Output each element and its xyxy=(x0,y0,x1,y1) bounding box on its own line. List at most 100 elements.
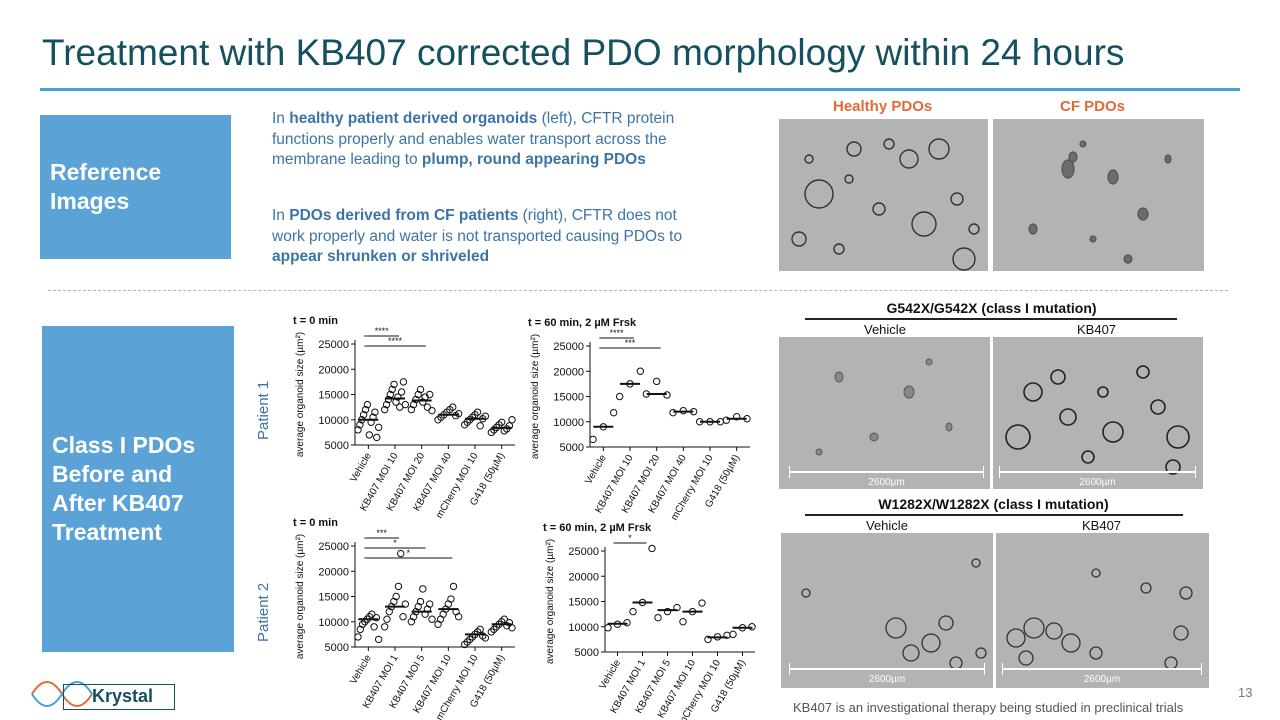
data-point xyxy=(426,390,434,399)
y-tick-label: 25000 xyxy=(318,339,349,351)
y-axis-label: average organoid size (µm²) xyxy=(295,534,306,659)
data-point xyxy=(390,380,398,389)
data-point xyxy=(447,595,455,603)
data-point xyxy=(372,614,381,622)
data-point xyxy=(388,385,396,394)
data-point xyxy=(428,406,436,415)
data-point xyxy=(384,395,393,404)
data-point xyxy=(449,403,457,411)
y-tick-label: 5000 xyxy=(560,442,584,454)
data-point xyxy=(652,377,661,386)
data-point xyxy=(460,421,469,429)
healthy-paragraph: In healthy patient derived organoids (le… xyxy=(272,109,692,171)
data-point xyxy=(401,400,410,409)
healthy-pdos-label: Healthy PDOs xyxy=(833,98,933,115)
y-tick-label: 10000 xyxy=(318,617,349,629)
data-point xyxy=(722,416,731,424)
data-point xyxy=(380,405,389,414)
w1282x-kb407-image xyxy=(996,533,1209,688)
chart-patient2-t60: t = 60 min, 2 µM Frsk average organoid si… xyxy=(543,522,756,720)
y-tick-label: 25000 xyxy=(318,541,349,553)
title-underline xyxy=(40,88,1240,91)
para1-text-c: (left), CFTR protein functions properly … xyxy=(272,110,675,168)
y-axis-label: average organoid size (µm²) xyxy=(545,539,556,664)
y-axis-label: average organoid size (µm²) xyxy=(295,332,306,457)
para1-bold-d: plump, round appearing PDOs xyxy=(421,151,646,168)
data-point xyxy=(669,408,677,417)
class-i-box: Class I PDOs Before and After KB407 Trea… xyxy=(42,326,234,652)
x-tick-label: Vehicle xyxy=(348,451,374,485)
data-point xyxy=(397,388,406,396)
para2-text-c: (right), CFTR does not work properly and… xyxy=(272,207,683,245)
g542x-rule xyxy=(805,318,1177,320)
data-point xyxy=(663,391,671,399)
healthy-pdo-image xyxy=(779,119,988,271)
page-number: 13 xyxy=(1238,685,1253,700)
data-point xyxy=(460,640,469,649)
g542x-kb407-label: KB407 xyxy=(1077,322,1117,337)
cf-paragraph: In PDOs derived from CF patients (right)… xyxy=(272,206,692,268)
x-tick-label: Vehicle xyxy=(348,653,374,687)
data-point xyxy=(374,423,383,432)
data-point xyxy=(374,635,383,644)
data-point xyxy=(365,431,373,439)
data-point xyxy=(454,613,463,621)
g542x-vehicle-image xyxy=(779,337,990,489)
data-point xyxy=(500,615,508,623)
data-point xyxy=(466,635,474,644)
g542x-vehicle-label: Vehicle xyxy=(864,322,906,337)
data-point xyxy=(729,630,737,639)
y-tick-label: 20000 xyxy=(568,571,599,583)
significance-label: * xyxy=(407,548,411,558)
reference-images-box: Reference Images xyxy=(40,115,231,259)
y-tick-label: 5000 xyxy=(325,440,349,452)
data-point xyxy=(356,421,364,429)
reference-images-label: Reference Images xyxy=(50,159,162,214)
g542x-scalebar-right xyxy=(999,466,1196,478)
y-tick-label: 15000 xyxy=(568,597,599,609)
cf-pdos-label: CF PDOs xyxy=(1060,98,1126,115)
chart-patient1-t0: t = 0 min average organoid size (µm²) 5000… xyxy=(293,315,516,521)
chart-patient1-t60: t = 60 min, 2 µM Frsk average organoid si… xyxy=(528,317,751,523)
chart-title: t = 60 min, 2 µM Frsk xyxy=(528,317,637,329)
data-point xyxy=(679,406,688,415)
data-point xyxy=(363,400,372,409)
data-point xyxy=(476,422,484,430)
significance-label: **** xyxy=(375,326,390,336)
y-tick-label: 15000 xyxy=(553,392,584,404)
y-tick-label: 20000 xyxy=(318,566,349,578)
significance-label: * xyxy=(393,538,397,548)
data-point xyxy=(636,367,645,375)
data-point xyxy=(473,408,482,416)
data-point xyxy=(481,634,490,642)
data-point xyxy=(382,400,391,409)
y-tick-label: 10000 xyxy=(568,622,599,634)
data-point xyxy=(394,393,402,401)
data-point xyxy=(654,613,662,622)
w1282x-vehicle-image xyxy=(781,533,993,688)
data-point xyxy=(704,635,712,644)
chart-patient2-t0: t = 0 min average organoid size (µm²) 5000… xyxy=(293,517,516,720)
g542x-title: G542X/G542X (class I mutation) xyxy=(886,300,1097,316)
g542x-kb407-image xyxy=(993,337,1203,489)
para2-text-a: In xyxy=(272,207,290,224)
data-point xyxy=(423,403,432,411)
y-tick-label: 20000 xyxy=(553,366,584,378)
y-tick-label: 10000 xyxy=(318,415,349,427)
y-tick-label: 10000 xyxy=(553,417,584,429)
data-point xyxy=(354,633,362,641)
data-point xyxy=(487,428,496,437)
y-tick-label: 25000 xyxy=(553,341,584,353)
data-point xyxy=(490,625,498,634)
data-point xyxy=(698,599,706,607)
data-point xyxy=(466,416,474,424)
y-tick-label: 15000 xyxy=(318,592,349,604)
data-point xyxy=(358,620,367,628)
data-point xyxy=(497,418,506,426)
data-point xyxy=(370,623,378,631)
data-point xyxy=(615,392,624,401)
significance-label: *** xyxy=(625,338,636,348)
data-point xyxy=(401,600,410,608)
data-point xyxy=(454,409,463,418)
data-point xyxy=(380,623,389,631)
